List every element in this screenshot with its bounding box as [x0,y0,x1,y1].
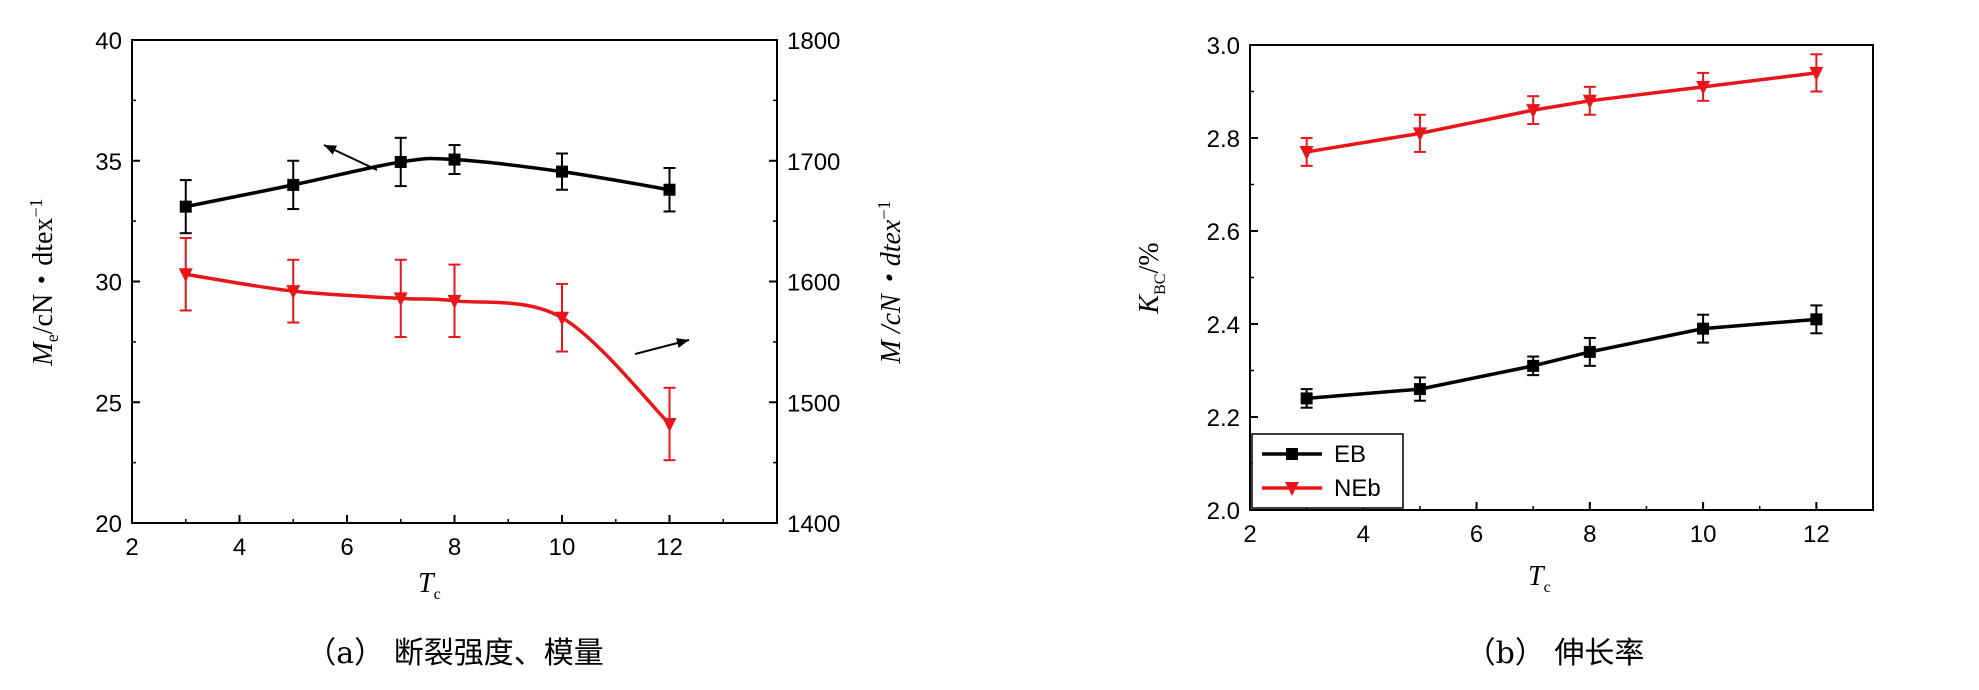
y-tick-label: 2.4 [1207,312,1240,339]
y2-tick-label: 1700 [787,149,840,176]
y-tick-label: 2.2 [1207,405,1240,432]
x-tick-label: 10 [1690,521,1717,548]
legend-box [1251,433,1404,509]
y2-tick-label: 1800 [787,28,840,55]
axis-arrow-head [324,145,337,155]
y-axis-label: KBC/% [1134,242,1169,314]
legend-marker-neb [1285,482,1299,496]
series-line [185,272,671,426]
data-point-marker [393,292,408,307]
chart-marks [1299,53,1824,409]
y2-axis-label: M /cN・dtex−1 [874,201,907,365]
data-point-marker [1810,313,1823,326]
data-point-marker [1696,80,1711,95]
data-point-marker [178,268,193,283]
y-tick-label: 25 [95,390,122,417]
x-tick-label: 6 [1470,521,1483,548]
x-tick-label: 6 [340,534,353,561]
legend-label-eb: EB [1334,441,1366,468]
panel-caption: （b） 伸长率 [1466,636,1645,671]
panel-caption: （a） 断裂强度、模量 [306,636,603,671]
data-point-marker [556,165,568,178]
chart-panel-a: 2 4 6 8 10 12 20 25 30 35 40 1400 1500 1600 1700 1800 M… [26,28,907,671]
x-axis-label: Tc [418,568,441,603]
chart-panel-b: 2 4 6 8 10 12 2.0 2.2 2.4 2.6 2.8 3.0 KBC/% Tc EB N… [1134,33,1874,671]
data-point-marker [1526,104,1541,119]
data-point-marker [448,153,461,166]
axis-arrow-head [676,338,689,348]
data-point-marker [394,155,407,168]
x-tick-label: 4 [1357,521,1370,548]
data-point-marker [1697,322,1710,335]
y-tick-label: 2.8 [1207,126,1240,153]
data-point-marker [663,183,676,196]
chart-marks [178,136,690,462]
data-point-marker [447,294,462,309]
y-tick-label: 35 [95,149,122,176]
data-point-marker [662,417,677,432]
x-tick-label: 4 [233,534,246,561]
y2-tick-label: 1400 [787,511,840,538]
x-tick-label: 8 [1583,521,1596,548]
data-point-marker [1527,359,1540,372]
y2-tick-label: 1600 [787,270,840,297]
data-point-marker [555,311,569,326]
x-tick-label: 12 [656,534,683,561]
x-tick-label: 2 [125,534,138,561]
x-axis-label: Tc [1528,561,1551,596]
x-tick-label: 2 [1243,521,1256,548]
data-point-marker [1412,127,1427,142]
series-line [1306,317,1817,401]
data-point-marker [179,200,192,213]
y-tick-label: 20 [95,511,122,538]
data-point-marker [1582,94,1597,109]
y-tick-label: 3.0 [1207,33,1240,60]
data-point-marker [287,178,300,191]
legend: EB NEb [1251,433,1404,509]
series-line [185,156,670,209]
data-point-marker [1413,383,1426,396]
y-tick-label: 2.0 [1207,498,1240,525]
data-point-marker [1809,66,1824,81]
legend-marker-eb [1286,448,1298,460]
axis-ticks: 2 4 6 8 10 12 2.0 2.2 2.4 2.6 2.8 3.0 [1207,33,1830,548]
y-tick-label: 2.6 [1207,219,1240,246]
data-point-marker [1299,145,1314,160]
x-tick-label: 10 [549,534,576,561]
y-tick-label: 30 [95,270,122,297]
data-point-marker [286,285,301,300]
y-tick-label: 40 [95,28,122,55]
x-tick-label: 8 [448,534,461,561]
y-axis-label: Me/cN・dtex−1 [26,198,62,366]
data-point-marker [1300,392,1313,405]
legend-label-neb: NEb [1334,475,1381,502]
data-point-marker [1583,345,1596,358]
series-line [1306,71,1817,154]
y2-tick-label: 1500 [787,390,840,417]
x-tick-label: 12 [1803,521,1830,548]
axis-ticks: 2 4 6 8 10 12 20 25 30 35 40 1400 1500 1600 1700 1800 [95,28,840,561]
